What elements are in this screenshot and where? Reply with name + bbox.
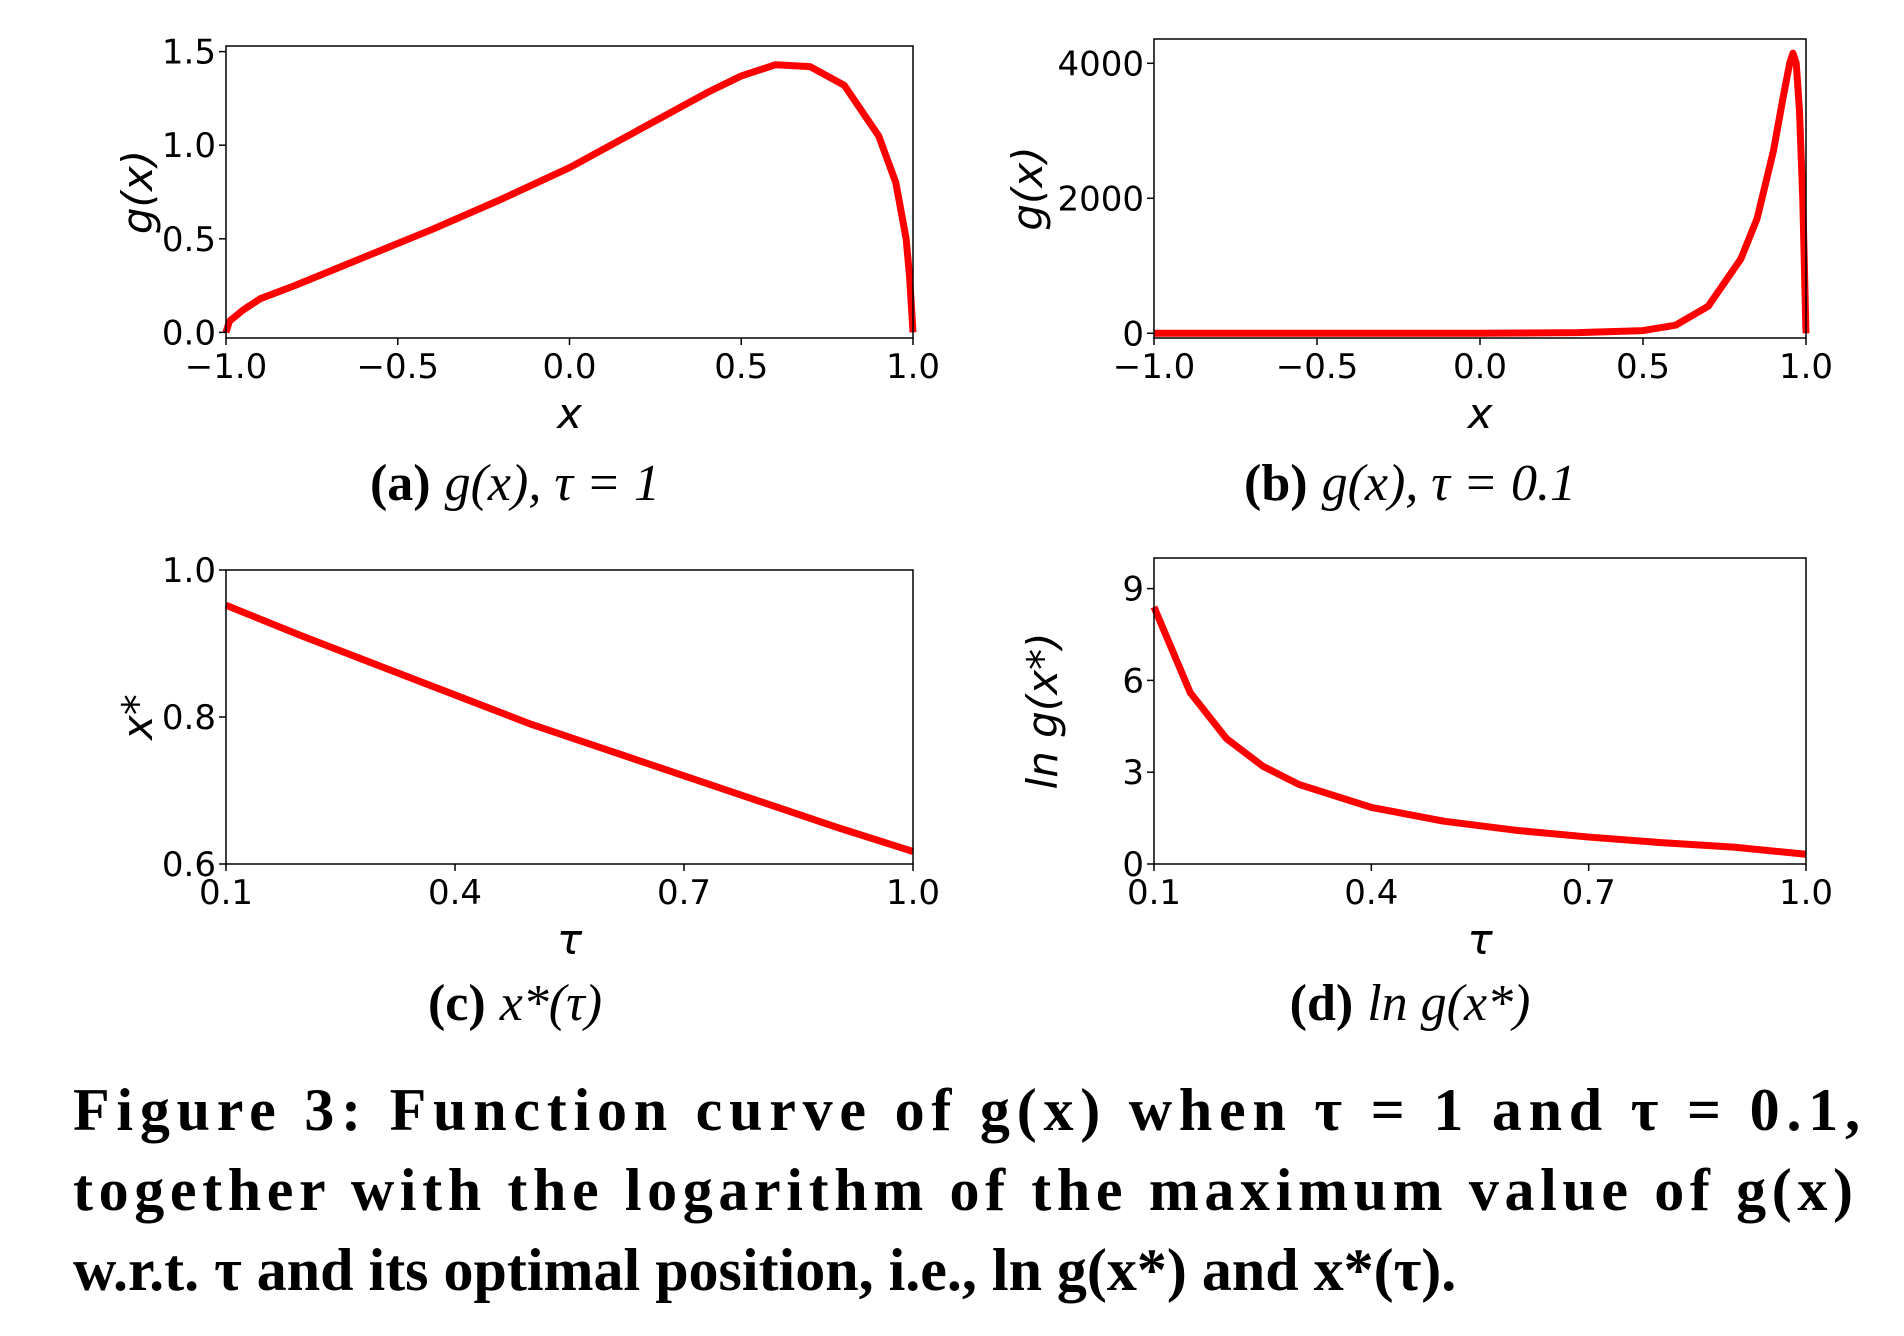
y-tick-label: 0 — [1122, 314, 1144, 354]
x-tick-label: 1.0 — [1779, 347, 1833, 387]
curve — [1150, 605, 1807, 858]
subcaption-formula: g(x), τ = 1 — [445, 455, 660, 512]
y-tick-label: 1.0 — [162, 551, 216, 591]
x-tick-label: −1.0 — [185, 347, 268, 387]
x-axis-label: x — [1466, 389, 1494, 438]
figure-caption-line: Figure 3: Function curve of g(x) when τ … — [73, 1077, 1860, 1143]
y-tick-label: 9 — [1122, 570, 1144, 610]
subcaption-formula: ln g(x*) — [1367, 975, 1530, 1032]
subcaption-formula: g(x), τ = 0.1 — [1322, 455, 1576, 512]
x-tick-label: −1.0 — [1113, 347, 1196, 387]
x-tick-label: −0.5 — [356, 347, 439, 387]
y-tick-label: 2000 — [1057, 179, 1144, 219]
y-tick-label: 0.6 — [162, 845, 216, 885]
x-axis-label: τ — [557, 915, 583, 964]
x-tick-label: 0.4 — [1344, 873, 1398, 913]
curve — [222, 61, 917, 334]
subcaption-label: (b) — [1244, 455, 1308, 512]
x-tick-label: 0.1 — [1127, 873, 1181, 913]
y-tick-label: 0.5 — [162, 220, 216, 260]
subcaption-label: (d) — [1290, 975, 1354, 1032]
y-tick-label: 0 — [1122, 845, 1144, 885]
curve — [224, 602, 915, 855]
x-tick-label: 0.5 — [714, 347, 768, 387]
subcaption-formula: x*(τ) — [499, 975, 602, 1032]
plot-frame — [1153, 557, 1807, 865]
x-tick-label: 0.1 — [199, 873, 253, 913]
x-axis-label: τ — [1467, 915, 1493, 964]
y-tick-label: 6 — [1122, 661, 1144, 701]
subcaption: (c) x*(τ) — [428, 975, 602, 1032]
x-tick-label: 1.0 — [1779, 873, 1833, 913]
x-tick-label: 0.7 — [1562, 873, 1616, 913]
y-tick-label: 1.0 — [162, 126, 216, 166]
x-tick-label: 0.0 — [1453, 347, 1507, 387]
x-tick-label: 0.4 — [428, 873, 482, 913]
y-tick-label: 3 — [1122, 753, 1144, 793]
y-tick-label: 1.5 — [162, 33, 216, 73]
x-tick-label: −0.5 — [1276, 347, 1359, 387]
y-tick-label: 4000 — [1057, 44, 1144, 84]
y-axis-label: g(x) — [1003, 146, 1052, 230]
y-tick-label: 0.8 — [162, 698, 216, 738]
x-tick-label: 0.7 — [657, 873, 711, 913]
figure-caption-line: w.r.t. τ and its optimal position, i.e.,… — [73, 1237, 1456, 1303]
curve — [1154, 49, 1810, 337]
x-tick-label: 1.0 — [886, 873, 940, 913]
x-tick-label: 1.0 — [886, 347, 940, 387]
y-axis-label: ln g(x*) — [1018, 633, 1067, 790]
subcaption-label: (c) — [428, 975, 486, 1032]
subcaption: (d) ln g(x*) — [1290, 975, 1531, 1032]
y-tick-label: 0.0 — [162, 313, 216, 353]
x-axis-label: x — [555, 389, 583, 438]
plot-frame — [225, 45, 914, 339]
x-tick-label: 0.5 — [1616, 347, 1670, 387]
subcaption: (b) g(x), τ = 0.1 — [1244, 455, 1576, 512]
plot-frame — [1153, 38, 1807, 339]
subcaption: (a) g(x), τ = 1 — [370, 455, 660, 512]
subcaption-label: (a) — [370, 455, 431, 512]
x-tick-label: 0.0 — [542, 347, 596, 387]
y-axis-label: x* — [113, 694, 162, 742]
figure-caption-line: together with the logarithm of the maxim… — [73, 1157, 1853, 1223]
y-axis-label: g(x) — [113, 150, 162, 234]
